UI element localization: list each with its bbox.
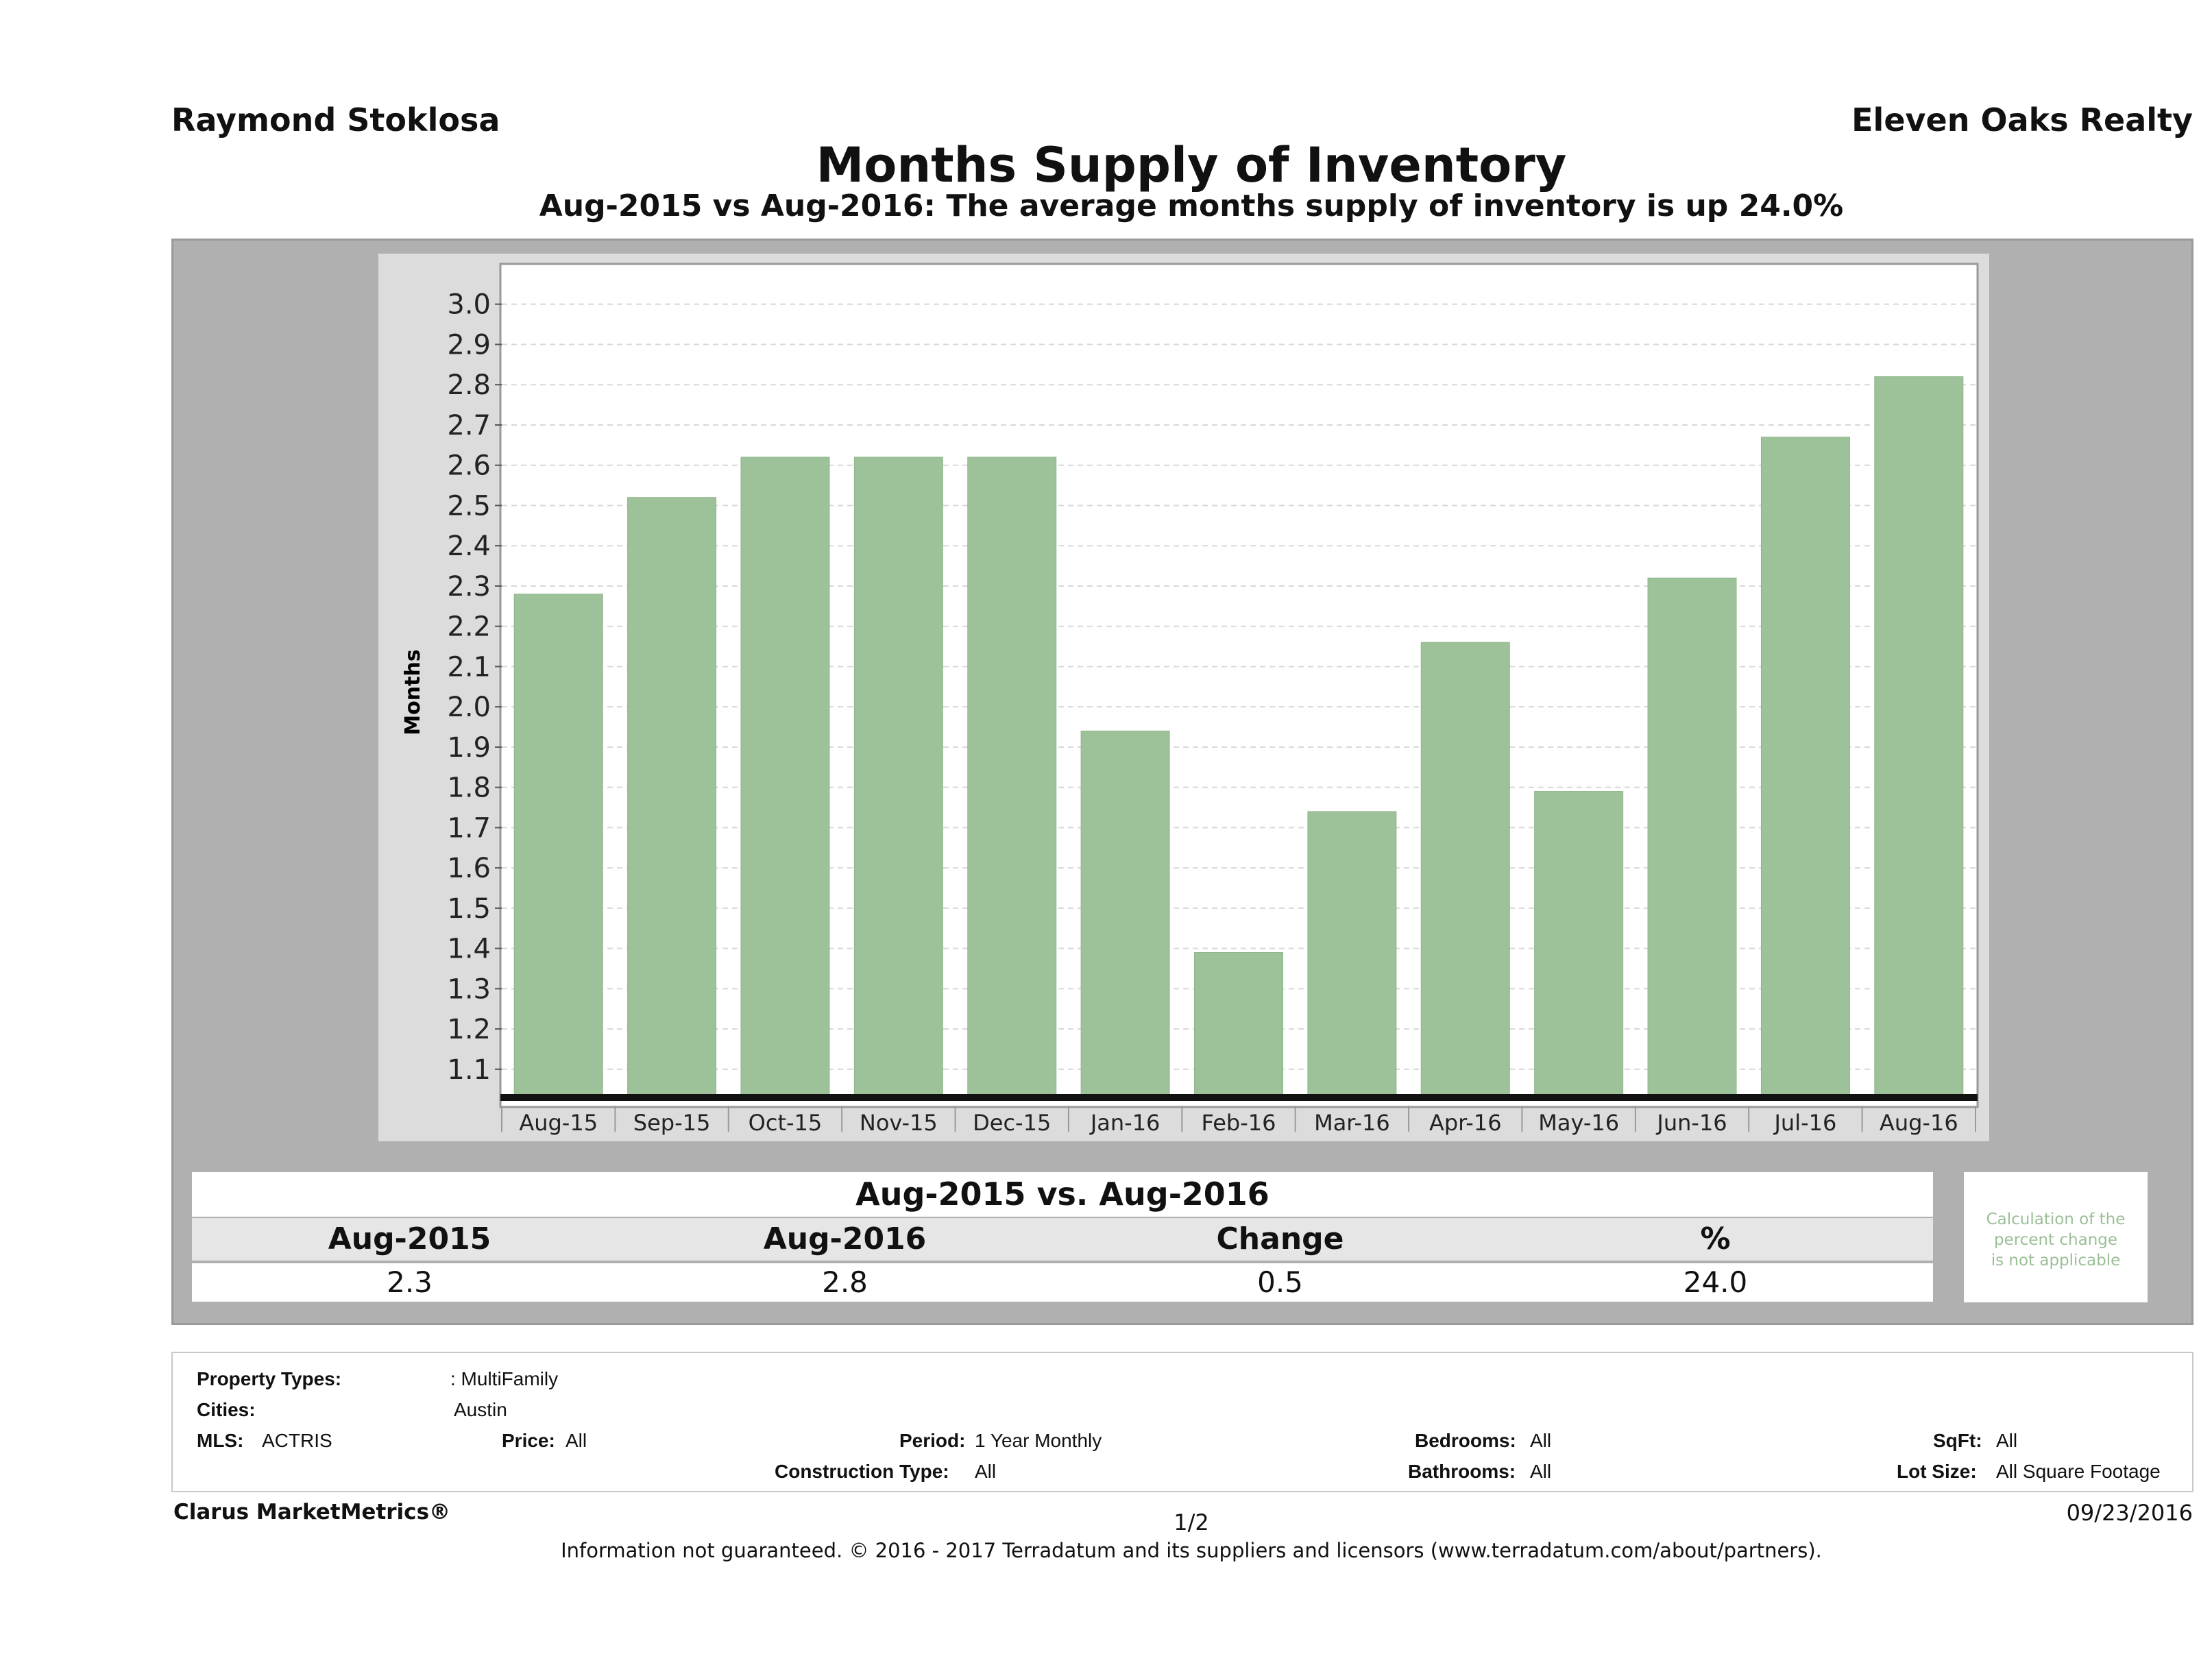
lot-size-label: Lot Size: xyxy=(1897,1461,1977,1482)
x-tick-label: Jan-16 xyxy=(1089,1110,1160,1136)
x-tick-label: Sep-15 xyxy=(633,1110,711,1136)
x-tick-label: Nov-15 xyxy=(860,1110,938,1136)
y-tick-label: 3.0 xyxy=(447,289,491,321)
x-tick-label: May-16 xyxy=(1538,1110,1619,1136)
y-tick-label: 2.2 xyxy=(447,611,491,643)
summary-value-aug-2015: 2.3 xyxy=(387,1265,433,1299)
lot-size-value: All Square Footage xyxy=(1996,1461,2161,1482)
summary-label-change: Change xyxy=(1216,1221,1344,1256)
y-axis-label: Months xyxy=(401,649,425,735)
summary-label-percent: % xyxy=(1700,1221,1731,1256)
sqft-value: All xyxy=(1996,1430,2018,1451)
x-tick-label: Apr-16 xyxy=(1429,1110,1502,1136)
cities-value: Austin xyxy=(454,1399,507,1420)
bedrooms-value: All xyxy=(1530,1430,1552,1451)
x-tick-label: Feb-16 xyxy=(1202,1110,1276,1136)
note-line-3: is not applicable xyxy=(1991,1252,2121,1269)
y-tick-label: 1.1 xyxy=(447,1054,491,1086)
x-tick-label: Mar-16 xyxy=(1314,1110,1390,1136)
y-tick-label: 1.4 xyxy=(447,934,491,965)
period-value: 1 Year Monthly xyxy=(975,1430,1102,1451)
bar-chart: 1.1 1.2 1.3 1.4 1.5 1.6 1.7 1.8 1.9 2.0 2.1 2.2 2.3 2… xyxy=(401,263,1979,1136)
bar-dec-15 xyxy=(967,457,1057,1098)
footer-page-number: 1/2 xyxy=(1174,1509,1209,1535)
summary-value-row: 2.3 2.8 0.5 24.0 xyxy=(192,1263,1933,1302)
bar-sep-15 xyxy=(627,497,717,1098)
bar-oct-15 xyxy=(740,457,830,1098)
chart-title: Months Supply of Inventory xyxy=(816,137,1567,193)
cities-label: Cities: xyxy=(197,1399,256,1420)
property-types-label: Property Types: xyxy=(197,1368,342,1389)
bar-jul-16 xyxy=(1760,437,1850,1098)
price-label: Price: xyxy=(502,1430,555,1451)
footer-date: 09/23/2016 xyxy=(2066,1500,2193,1526)
note-line-2: percent change xyxy=(1993,1231,2118,1249)
summary-heading: Aug-2015 vs. Aug-2016 xyxy=(192,1172,1933,1217)
price-value: All xyxy=(566,1430,587,1451)
y-tick-label: 1.9 xyxy=(447,732,491,764)
x-tick-label: Aug-15 xyxy=(519,1110,598,1136)
construction-type-value: All xyxy=(975,1461,997,1482)
y-tick-label: 2.1 xyxy=(447,651,491,683)
footer-brand: Clarus MarketMetrics® xyxy=(173,1500,451,1524)
bathrooms-label: Bathrooms: xyxy=(1408,1461,1516,1482)
y-tick-label: 2.8 xyxy=(447,369,491,401)
mls-value: ACTRIS xyxy=(262,1430,332,1451)
summary-value-aug-2016: 2.8 xyxy=(822,1265,868,1299)
note-line-1: Calculation of the xyxy=(1986,1211,2126,1228)
bar-aug-16 xyxy=(1874,376,1964,1098)
chart-subtitle: Aug-2015 vs Aug-2016: The average months… xyxy=(539,189,1844,223)
y-tick-label: 2.6 xyxy=(447,450,491,482)
bar-nov-15 xyxy=(853,457,943,1098)
period-label: Period: xyxy=(899,1430,966,1451)
y-tick-label: 2.5 xyxy=(447,490,491,522)
bathrooms-value: All xyxy=(1530,1461,1552,1482)
bar-feb-16 xyxy=(1194,952,1283,1098)
x-tick-label: Dec-15 xyxy=(973,1110,1051,1136)
summary-label-aug-2016: Aug-2016 xyxy=(763,1221,927,1256)
bedrooms-label: Bedrooms: xyxy=(1415,1430,1516,1451)
summary-value-percent: 24.0 xyxy=(1683,1265,1748,1299)
summary-label-aug-2015: Aug-2015 xyxy=(328,1221,491,1256)
construction-type-label: Construction Type: xyxy=(775,1461,949,1482)
bar-jun-16 xyxy=(1647,577,1737,1098)
y-tick-label: 2.0 xyxy=(447,692,491,723)
bar-jan-16 xyxy=(1080,730,1170,1098)
bar-aug-15 xyxy=(513,594,603,1098)
sqft-label: SqFt: xyxy=(1933,1430,1982,1451)
chart-container: 1.1 1.2 1.3 1.4 1.5 1.6 1.7 1.8 1.9 2.0 2.1 2.2 2.3 2… xyxy=(378,254,1989,1141)
x-tick-label: Jul-16 xyxy=(1773,1110,1836,1136)
x-tick-label: Jun-16 xyxy=(1655,1110,1727,1136)
y-tick-label: 1.5 xyxy=(447,893,491,925)
property-types-value: : MultiFamily xyxy=(450,1368,559,1389)
y-tick-label: 2.7 xyxy=(447,410,491,441)
summary-label-row: Aug-2015 Aug-2016 Change % xyxy=(192,1218,1933,1261)
y-tick-label: 2.3 xyxy=(447,571,491,603)
footer-disclaimer: Information not guaranteed. © 2016 - 201… xyxy=(561,1539,1822,1562)
y-tick-label: 1.6 xyxy=(447,853,491,884)
percent-change-note: Calculation of the percent change is not… xyxy=(1964,1172,2148,1302)
x-tick-label: Oct-15 xyxy=(749,1110,823,1136)
y-tick-label: 1.8 xyxy=(447,773,491,804)
y-tick-label: 2.4 xyxy=(447,531,491,562)
x-tick-label: Aug-16 xyxy=(1880,1110,1958,1136)
agent-name: Raymond Stoklosa xyxy=(171,101,500,138)
y-tick-label: 1.7 xyxy=(447,812,491,844)
bar-apr-16 xyxy=(1420,642,1510,1098)
company-name: Eleven Oaks Realty xyxy=(1851,101,2193,138)
y-tick-label: 2.9 xyxy=(447,329,491,361)
y-tick-label: 1.2 xyxy=(447,1014,491,1045)
y-tick-label: 1.3 xyxy=(447,973,491,1005)
filter-info-box: Property Types: : MultiFamily Cities: Au… xyxy=(171,1352,2193,1492)
bar-mar-16 xyxy=(1307,811,1397,1098)
mls-label: MLS: xyxy=(197,1430,244,1451)
summary-value-change: 0.5 xyxy=(1257,1265,1303,1299)
bar-may-16 xyxy=(1534,791,1624,1098)
